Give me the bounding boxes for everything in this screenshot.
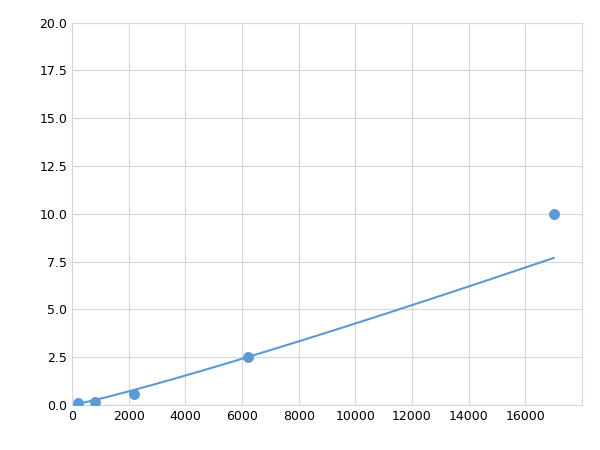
Point <box>73 400 82 407</box>
Point <box>243 354 253 361</box>
Point <box>549 210 559 217</box>
Point <box>130 390 139 397</box>
Point <box>90 398 100 405</box>
